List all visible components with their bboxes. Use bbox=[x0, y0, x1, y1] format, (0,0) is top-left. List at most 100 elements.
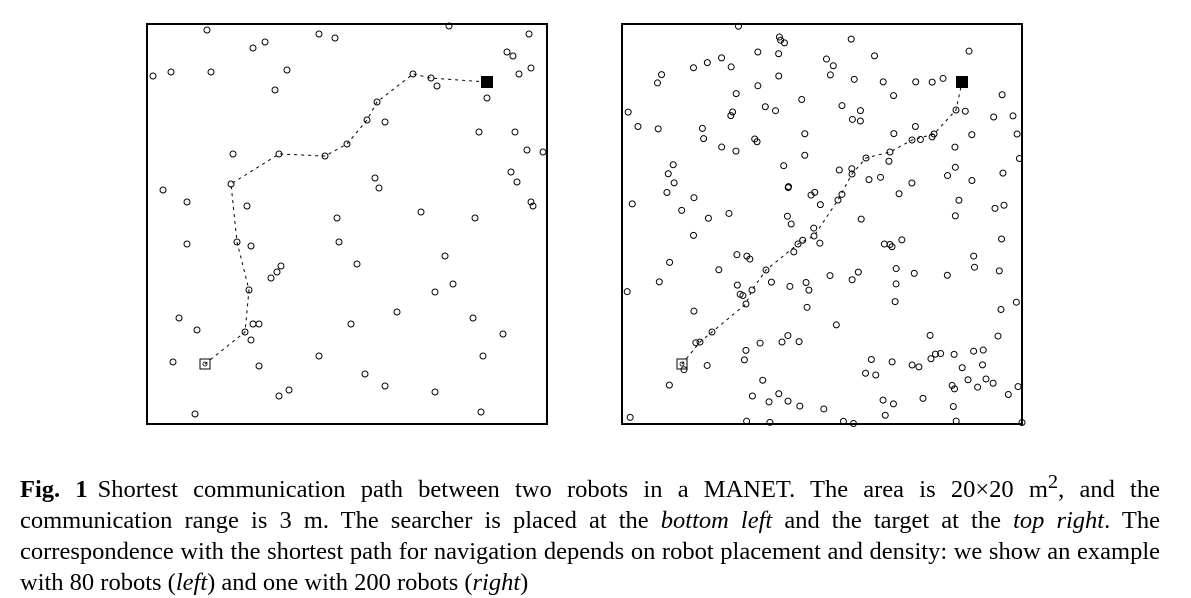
robot-node bbox=[854, 268, 862, 276]
robot-node bbox=[243, 202, 251, 210]
robot-node bbox=[805, 286, 813, 294]
robot-node bbox=[908, 179, 916, 187]
robot-node bbox=[1014, 383, 1022, 391]
robot-node bbox=[767, 278, 775, 286]
robot-node bbox=[889, 400, 897, 408]
robot-node bbox=[361, 370, 369, 378]
robot-node bbox=[623, 288, 631, 296]
robot-node bbox=[971, 263, 979, 271]
robot-node bbox=[733, 281, 741, 289]
robot-node bbox=[784, 397, 792, 405]
robot-node bbox=[895, 190, 903, 198]
communication-path bbox=[204, 73, 488, 365]
robot-node bbox=[417, 208, 425, 216]
caption-text-6: ) bbox=[520, 569, 529, 597]
robot-node bbox=[733, 251, 741, 259]
robot-node bbox=[666, 258, 674, 266]
robot-node bbox=[335, 238, 343, 246]
robot-node bbox=[915, 363, 923, 371]
robot-node bbox=[950, 350, 958, 358]
robot-node bbox=[871, 52, 879, 60]
robot-node bbox=[742, 300, 750, 308]
robot-node bbox=[881, 411, 889, 419]
robot-node bbox=[523, 146, 531, 154]
robot-node bbox=[255, 320, 263, 328]
caption-em-left: left bbox=[175, 569, 208, 597]
robot-node bbox=[247, 336, 255, 344]
robot-node bbox=[886, 148, 894, 156]
robot-node bbox=[654, 125, 662, 133]
robot-node bbox=[285, 386, 293, 394]
robot-node bbox=[527, 64, 535, 72]
robot-node bbox=[703, 59, 711, 67]
robot-node bbox=[865, 176, 873, 184]
robot-node bbox=[690, 194, 698, 202]
robot-node bbox=[775, 50, 783, 58]
robot-node bbox=[477, 408, 485, 416]
robot-node bbox=[503, 48, 511, 56]
robot-node bbox=[249, 44, 257, 52]
robot-node bbox=[267, 274, 275, 282]
robot-node bbox=[778, 338, 786, 346]
robot-node bbox=[826, 71, 834, 79]
robot-node bbox=[927, 355, 935, 363]
robot-node bbox=[775, 72, 783, 80]
robot-node bbox=[663, 188, 671, 196]
left-panel-80-robots bbox=[146, 22, 548, 425]
searcher-marker bbox=[676, 358, 688, 370]
caption-text-4: . The correspondence with the shortest p… bbox=[20, 507, 1160, 597]
robot-node bbox=[175, 314, 183, 322]
target-marker bbox=[956, 76, 968, 88]
communication-path bbox=[681, 81, 963, 365]
robot-node bbox=[499, 330, 507, 338]
robot-node bbox=[445, 22, 453, 30]
robot-node bbox=[740, 356, 748, 364]
area-border bbox=[621, 23, 1023, 425]
robot-node bbox=[626, 413, 634, 421]
robot-node bbox=[862, 154, 870, 162]
robot-node bbox=[748, 286, 756, 294]
robot-node bbox=[1018, 419, 1026, 427]
robot-node bbox=[872, 371, 880, 379]
robot-node bbox=[347, 320, 355, 328]
robot-node bbox=[1000, 201, 1008, 209]
robot-node bbox=[1015, 155, 1023, 163]
caption-superscript: 2 bbox=[1047, 471, 1059, 493]
robot-node bbox=[431, 288, 439, 296]
robot-node bbox=[926, 331, 934, 339]
area-border bbox=[146, 23, 548, 425]
robot-node bbox=[191, 410, 199, 418]
robot-node bbox=[203, 26, 211, 34]
robot-node bbox=[718, 143, 726, 151]
robot-node bbox=[471, 214, 479, 222]
robot-node bbox=[273, 268, 281, 276]
robot-node bbox=[315, 352, 323, 360]
caption-text-2: , and the communication range is 3 m. Th… bbox=[20, 476, 1160, 535]
robot-node bbox=[761, 103, 769, 111]
robot-node bbox=[892, 265, 900, 273]
robot-node bbox=[515, 70, 523, 78]
robot-node bbox=[331, 34, 339, 42]
robot-node bbox=[727, 112, 735, 120]
robot-node bbox=[970, 347, 978, 355]
robot-node bbox=[847, 35, 855, 43]
robot-node bbox=[979, 346, 987, 354]
robot-node bbox=[766, 418, 774, 426]
robot-node bbox=[393, 308, 401, 316]
robot-node bbox=[948, 381, 956, 389]
robot-node bbox=[732, 90, 740, 98]
robot-node bbox=[275, 150, 283, 158]
robot-node bbox=[955, 196, 963, 204]
robot-node bbox=[937, 350, 945, 358]
robot-node bbox=[762, 266, 770, 274]
robot-node bbox=[624, 108, 632, 116]
robot-node bbox=[994, 332, 1002, 340]
robot-node bbox=[965, 47, 973, 55]
robot-node bbox=[912, 78, 920, 86]
robot-node bbox=[441, 252, 449, 260]
robot-node bbox=[511, 128, 519, 136]
caption-em-right: right bbox=[472, 569, 521, 597]
robot-node bbox=[169, 358, 177, 366]
robot-node bbox=[743, 252, 751, 260]
robot-node bbox=[951, 143, 959, 151]
